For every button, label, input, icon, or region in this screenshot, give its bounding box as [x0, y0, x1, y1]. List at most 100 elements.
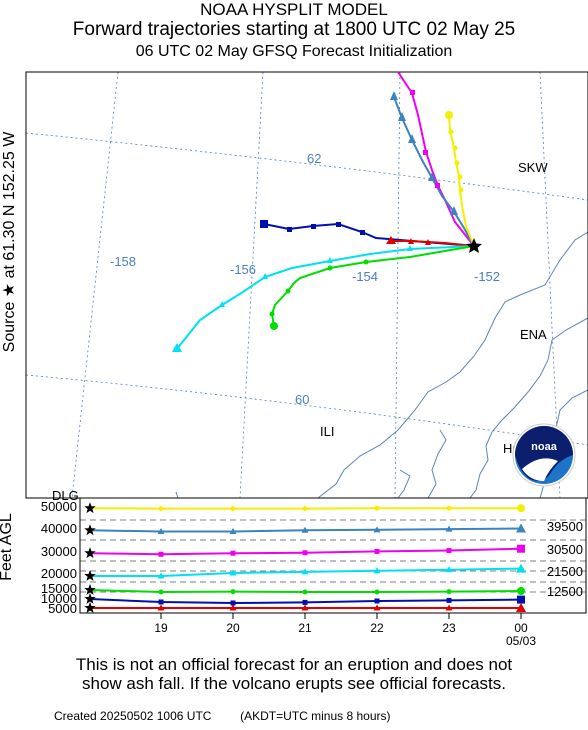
start-star	[84, 584, 96, 595]
height-point-cyan	[445, 566, 453, 573]
map-trajectory-yellow	[448, 114, 475, 247]
right-height-label: 30500	[547, 542, 583, 557]
y-tick-label: 40000	[41, 521, 77, 536]
height-point-red	[229, 604, 237, 611]
height-point-green	[230, 589, 236, 595]
coastline	[175, 231, 588, 498]
start-star	[84, 524, 96, 536]
height-point-steelblue	[229, 527, 237, 534]
height-point-magenta	[446, 548, 452, 554]
height-point-cyan	[229, 569, 237, 576]
right-height-label: 12500	[547, 584, 583, 599]
noaa-logo-text: noaa	[531, 441, 558, 453]
height-point-red	[516, 603, 526, 612]
height-point-yellow	[230, 506, 236, 512]
station-dlg: DLG	[52, 488, 79, 503]
longitude-label--158: -158	[110, 254, 136, 269]
map-trajectory-green	[270, 245, 475, 327]
height-point-steelblue	[373, 526, 381, 533]
station-skw: SKW	[518, 160, 548, 175]
timezone-note: (AKDT=UTC minus 8 hours)	[240, 709, 391, 723]
latitude-label-62: 62	[307, 151, 321, 166]
map-gridlines	[26, 72, 588, 498]
map-trajectory-markers	[172, 90, 464, 352]
height-point-magenta	[517, 544, 525, 553]
start-star	[84, 570, 96, 581]
map-trajectory-cyan	[176, 245, 475, 350]
height-point-blue	[302, 599, 308, 605]
start-star	[84, 593, 96, 604]
longitude-label--156: -156	[230, 262, 256, 277]
disclaimer-line1: This is not an official forecast for an …	[75, 655, 513, 674]
start-star	[84, 502, 96, 514]
created-timestamp: Created 20250502 1006 UTC	[54, 709, 212, 723]
height-point-cyan	[373, 567, 381, 574]
start-star	[84, 602, 96, 613]
height-point-yellow	[446, 505, 452, 511]
height-point-magenta	[374, 548, 380, 554]
height-point-green	[158, 589, 164, 595]
map-trajectory-steelblue	[393, 96, 475, 247]
chart-title-line1: NOAA HYSPLIT MODEL	[200, 0, 388, 19]
latitude-label-60: 60	[295, 392, 309, 407]
height-point-blue	[230, 600, 236, 606]
height-point-cyan	[516, 563, 526, 573]
y-tick-label: 5000	[48, 601, 77, 616]
longitude-label--154: -154	[352, 269, 378, 284]
right-height-label: 39500	[547, 519, 583, 534]
y-tick-label: 30000	[41, 544, 77, 559]
height-point-steelblue	[516, 523, 526, 533]
x-tick-label: 23	[442, 621, 456, 635]
height-point-yellow	[517, 504, 525, 513]
x-tick-label: 20	[226, 621, 240, 635]
height-point-yellow	[374, 505, 380, 511]
y-tick-label: 50000	[41, 499, 77, 514]
map-panel	[26, 72, 588, 498]
x-tick-label: 22	[370, 621, 384, 635]
map-trajectories	[176, 71, 475, 350]
map-trajectory-magenta	[397, 71, 475, 247]
y-tick-label: 20000	[41, 566, 77, 581]
right-height-label: 21500	[547, 564, 583, 579]
height-point-yellow	[158, 506, 164, 512]
height-point-blue	[517, 595, 525, 604]
height-point-yellow	[302, 506, 308, 512]
height-point-red	[301, 604, 309, 611]
height-point-steelblue	[157, 527, 165, 534]
trajectory-chart: 62 60 -158 -156 -154 -152 SKW ENA ILI HO…	[25, 71, 588, 648]
height-point-red	[157, 604, 165, 611]
height-point-cyan	[301, 568, 309, 575]
map-trajectory-red	[391, 240, 475, 247]
chart-title-line3: 06 UTC 02 May GFSQ Forecast Initializati…	[135, 43, 453, 60]
height-point-green	[302, 589, 308, 595]
height-point-blue	[446, 597, 452, 603]
height-point-green	[517, 587, 525, 595]
height-point-cyan	[157, 572, 165, 579]
station-ena: ENA	[520, 327, 547, 342]
height-point-magenta	[302, 550, 308, 556]
station-ili: ILI	[320, 424, 334, 439]
y-tick-label: 15000	[41, 581, 77, 596]
noaa-logo: noaa	[512, 423, 576, 487]
height-point-blue	[158, 599, 164, 605]
chart-title-line2: Forward trajectories starting at 1800 UT…	[72, 19, 516, 40]
x-tick-label: 19	[154, 621, 168, 635]
x-tick-label: 21	[298, 621, 312, 635]
height-point-green	[374, 589, 380, 595]
height-point-red	[445, 604, 453, 611]
height-point-blue	[374, 598, 380, 604]
x-tick-label: 05/03	[506, 634, 536, 648]
source-star	[466, 238, 482, 253]
height-point-magenta	[158, 551, 164, 557]
map-trajectory-blue	[263, 222, 475, 247]
longitude-label--152: -152	[474, 269, 500, 284]
height-point-steelblue	[301, 526, 309, 533]
height-point-steelblue	[445, 525, 453, 532]
y-tick-label: 10000	[41, 591, 77, 606]
disclaimer-line2: show ash fall. If the volcano erupts see…	[82, 674, 506, 693]
height-point-magenta	[230, 550, 236, 556]
height-point-red	[373, 604, 381, 611]
height-point-green	[446, 589, 452, 595]
start-star	[84, 547, 96, 559]
x-tick-label: 00	[514, 621, 528, 635]
